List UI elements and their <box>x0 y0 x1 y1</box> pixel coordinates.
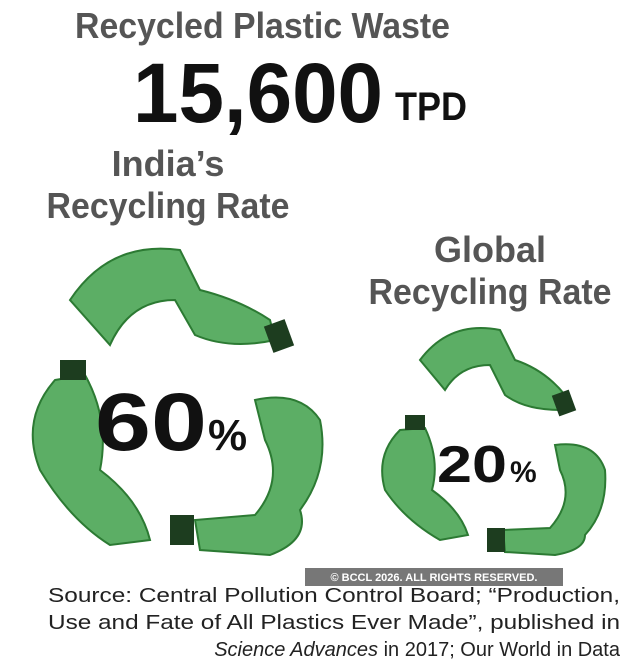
watermark-box <box>305 568 563 586</box>
recycle-bottles-small <box>381 327 607 557</box>
source-rest: in 2017; Our World in Data <box>378 639 621 661</box>
india-label: India’s <box>112 143 225 184</box>
source-line: Science Advances in 2017; Our World in D… <box>214 639 621 661</box>
watermark: © BCCL 2026. ALL RIGHTS RESERVED. <box>331 572 538 584</box>
global-label: Global <box>434 229 546 270</box>
global-label: Recycling Rate <box>369 271 612 312</box>
india-rate: 60 <box>95 377 207 468</box>
global-rate: 20 <box>437 436 507 494</box>
recycle-bottles-large <box>31 247 324 557</box>
amount-unit: TPD <box>395 85 467 129</box>
title: Recycled Plastic Waste <box>75 5 450 46</box>
global-rate-unit: % <box>510 456 537 489</box>
india-rate-unit: % <box>208 411 247 460</box>
source-line: Source: Central Pollution Control Board;… <box>48 585 620 607</box>
amount: 15,600 <box>133 46 383 140</box>
india-label: Recycling Rate <box>47 185 290 226</box>
source-italic: Science Advances <box>214 639 378 661</box>
source-line: Use and Fate of All Plastics Ever Made”,… <box>48 612 620 634</box>
